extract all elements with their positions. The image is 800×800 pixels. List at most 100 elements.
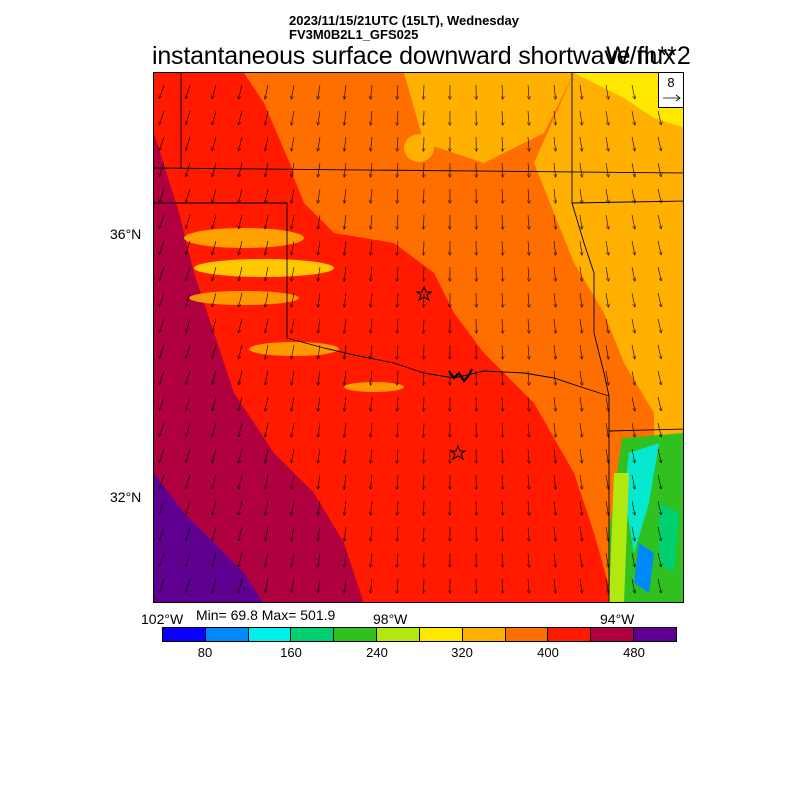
wind-arrow bbox=[502, 162, 503, 177]
colorbar-swatch bbox=[163, 628, 206, 641]
wind-arrow bbox=[579, 214, 582, 229]
wind-arrow bbox=[291, 136, 295, 151]
wind-arrow bbox=[605, 370, 608, 385]
wind-arrow bbox=[631, 500, 635, 515]
wind-arrow bbox=[291, 240, 295, 255]
wind-arrow bbox=[318, 318, 321, 333]
vector-reference-label: 8 bbox=[667, 75, 675, 90]
wind-arrow bbox=[239, 500, 243, 515]
wind-arrow bbox=[424, 162, 425, 177]
wind-arrow bbox=[159, 344, 165, 358]
wind-arrow bbox=[657, 552, 661, 567]
wind-arrow bbox=[397, 474, 398, 489]
wind-arrow bbox=[657, 526, 661, 541]
wind-arrow bbox=[239, 240, 243, 255]
wind-arrow bbox=[265, 110, 269, 125]
wind-arrow bbox=[212, 448, 217, 463]
lon-label-94w: 94°W bbox=[600, 611, 635, 627]
colorbar-swatch bbox=[548, 628, 592, 641]
wind-arrow bbox=[657, 292, 661, 307]
colorbar-swatch bbox=[377, 628, 420, 641]
wind-arrow bbox=[344, 214, 346, 229]
wind-arrow bbox=[424, 344, 425, 359]
wind-arrow bbox=[186, 110, 191, 124]
wind-arrow bbox=[657, 240, 661, 255]
wind-arrow bbox=[265, 396, 269, 411]
wind-arrow bbox=[605, 422, 608, 437]
wind-arrow bbox=[397, 110, 398, 125]
wind-arrow bbox=[424, 370, 425, 385]
wind-arrow bbox=[528, 344, 529, 359]
wind-arrow bbox=[528, 422, 529, 437]
wind-vectors bbox=[159, 84, 684, 593]
wind-arrow bbox=[528, 136, 529, 151]
wind-arrow bbox=[318, 162, 321, 177]
map-panel bbox=[153, 72, 684, 603]
wind-arrow bbox=[159, 84, 165, 98]
wind-arrow bbox=[186, 396, 191, 410]
wind-arrow bbox=[159, 474, 165, 488]
wind-arrow bbox=[344, 370, 346, 385]
wind-arrow bbox=[554, 474, 556, 489]
wind-arrow bbox=[265, 370, 269, 385]
wind-arrow bbox=[318, 474, 321, 489]
wind-arrow bbox=[318, 240, 321, 255]
wind-arrow bbox=[579, 370, 582, 385]
wind-arrow bbox=[579, 344, 582, 359]
wind-arrow bbox=[344, 318, 346, 333]
wind-arrow bbox=[424, 448, 425, 463]
wind-arrow bbox=[291, 162, 295, 177]
wind-arrow bbox=[318, 370, 321, 385]
wind-arrow bbox=[554, 292, 556, 307]
wind-arrow bbox=[159, 214, 165, 228]
wind-arrow bbox=[397, 370, 398, 385]
wind-arrow bbox=[502, 578, 503, 593]
colorbar-swatch bbox=[462, 628, 506, 641]
wind-arrow bbox=[424, 292, 425, 307]
wind-arrow bbox=[657, 448, 661, 463]
colorbar-swatch bbox=[591, 628, 635, 641]
wind-arrow bbox=[371, 214, 372, 229]
wind-arrow bbox=[344, 474, 346, 489]
wind-arrow bbox=[212, 500, 217, 515]
wind-arrow bbox=[554, 214, 556, 229]
plot-title: instantaneous surface downward shortwave… bbox=[152, 42, 676, 70]
wind-arrow bbox=[265, 292, 269, 307]
wind-arrow bbox=[657, 110, 661, 125]
wind-arrow bbox=[291, 474, 295, 489]
wind-arrow bbox=[239, 162, 243, 177]
wind-arrow bbox=[631, 240, 635, 255]
wind-arrow bbox=[212, 188, 217, 203]
wind-arrow bbox=[371, 318, 372, 333]
wind-arrow bbox=[318, 578, 321, 593]
wind-arrow bbox=[605, 240, 608, 255]
wind-arrow bbox=[212, 474, 217, 489]
lon-label-98w: 98°W bbox=[373, 611, 408, 627]
wind-arrow bbox=[159, 110, 165, 124]
wind-arrow bbox=[579, 422, 582, 437]
colorbar-swatch bbox=[505, 628, 549, 641]
lat-label-32n: 32°N bbox=[110, 489, 142, 505]
wind-arrow bbox=[424, 214, 425, 229]
wind-arrow bbox=[397, 136, 398, 151]
wind-arrow bbox=[528, 474, 529, 489]
wind-arrow bbox=[554, 578, 556, 593]
wind-arrow bbox=[579, 266, 582, 281]
cloud-band-4 bbox=[249, 342, 339, 356]
wind-arrow bbox=[424, 84, 425, 99]
wind-arrow bbox=[344, 84, 346, 99]
wind-arrow bbox=[605, 396, 608, 411]
wind-arrow bbox=[528, 318, 529, 333]
wind-arrow bbox=[371, 110, 372, 125]
wind-arrow bbox=[344, 578, 346, 593]
wind-arrow bbox=[579, 318, 582, 333]
wind-arrow bbox=[344, 162, 346, 177]
wind-arrow bbox=[554, 162, 556, 177]
wind-arrow bbox=[344, 396, 346, 411]
wind-arrow bbox=[502, 526, 503, 541]
wind-arrow bbox=[397, 448, 398, 463]
wind-arrow bbox=[371, 266, 372, 281]
wind-arrow bbox=[212, 578, 217, 593]
wind-arrow bbox=[265, 474, 269, 489]
wind-arrow bbox=[159, 266, 165, 280]
